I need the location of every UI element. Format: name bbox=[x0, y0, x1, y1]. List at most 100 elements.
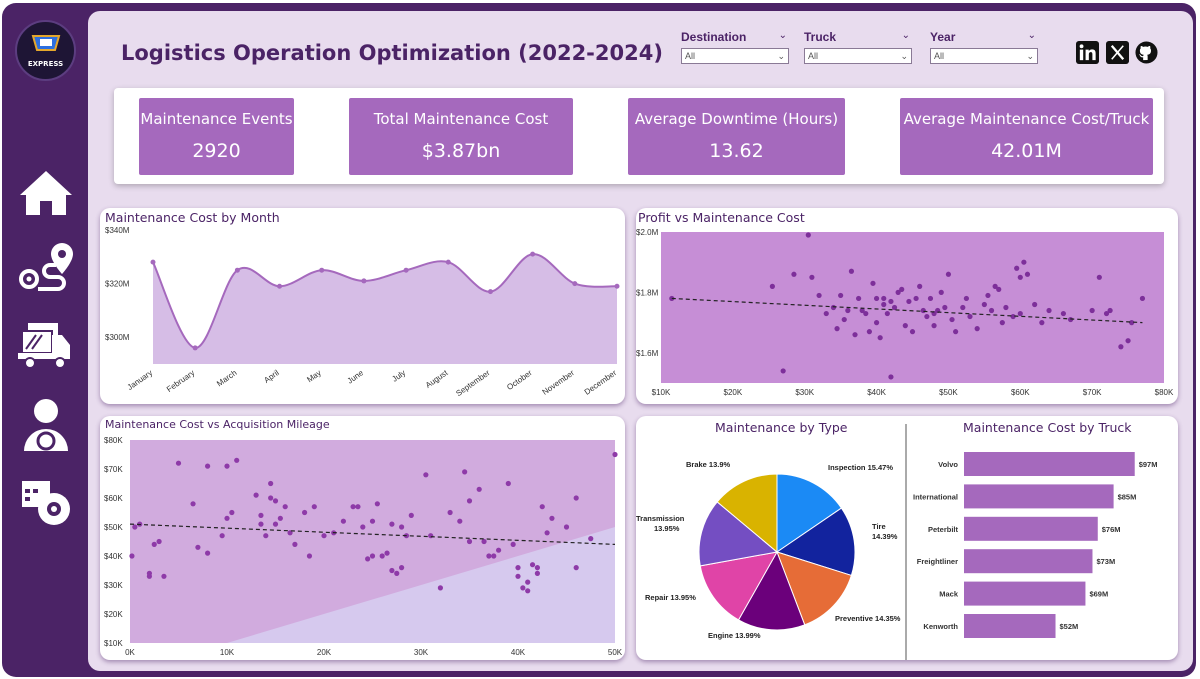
data-point bbox=[520, 585, 526, 591]
data-point bbox=[913, 295, 919, 302]
data-point bbox=[132, 524, 138, 530]
kpi-strip: Maintenance Events 2920 Total Maintenanc… bbox=[114, 88, 1164, 184]
data-point bbox=[175, 460, 182, 466]
linkedin-icon[interactable] bbox=[1076, 41, 1099, 64]
maintenance-cost-by-month-chart[interactable]: $340M $320M $300M January February March April… bbox=[100, 208, 625, 404]
data-point bbox=[268, 495, 274, 501]
x-tick-label: 20K bbox=[317, 648, 332, 657]
chevron-down-icon[interactable]: ⌄ bbox=[778, 30, 787, 41]
data-point bbox=[963, 295, 969, 302]
driver-icon[interactable] bbox=[16, 395, 76, 455]
x-icon[interactable] bbox=[1106, 41, 1129, 64]
slice-label: Tire 14.39% bbox=[872, 522, 898, 541]
home-icon[interactable] bbox=[16, 165, 76, 225]
data-point bbox=[859, 307, 865, 314]
page-title: Logistics Operation Optimization (2022-2… bbox=[121, 41, 663, 65]
bar bbox=[964, 516, 1098, 541]
bar-value-label: $69M bbox=[1089, 590, 1108, 599]
y-tick-label: $1.6M bbox=[636, 349, 659, 358]
filter-select[interactable]: All ⌄ bbox=[930, 48, 1038, 64]
data-point bbox=[408, 512, 414, 518]
x-tick-label: January bbox=[126, 368, 154, 392]
data-point bbox=[841, 316, 847, 323]
data-point bbox=[272, 498, 279, 504]
x-tick-label: August bbox=[424, 368, 450, 390]
filter-truck[interactable]: Truck ⌄ All ⌄ bbox=[804, 30, 912, 64]
trucks-icon[interactable] bbox=[16, 317, 76, 377]
filter-select[interactable]: All ⌄ bbox=[804, 48, 912, 64]
data-point bbox=[272, 521, 279, 527]
route-icon[interactable] bbox=[16, 239, 76, 299]
data-point bbox=[891, 304, 898, 311]
type-and-truck-charts[interactable]: Inspection 15.47% Tire 14.39% Preventive 14… bbox=[636, 416, 1178, 660]
data-point bbox=[877, 335, 883, 341]
data-point bbox=[856, 295, 862, 302]
data-point bbox=[1032, 301, 1038, 308]
filter-value: All bbox=[685, 51, 696, 61]
chevron-down-icon[interactable]: ⌄ bbox=[901, 30, 910, 41]
slice-label: Repair 13.95% bbox=[645, 593, 696, 602]
chart-title: Maintenance Cost vs Acquisition Mileage bbox=[105, 418, 330, 431]
schedule-gear-icon[interactable] bbox=[16, 473, 76, 533]
x-tick-label: September bbox=[454, 368, 491, 398]
profit-vs-maintenance-chart[interactable]: $2.0M $1.8M $1.6M $10K $20K $30K $40K $50K $60K $… bbox=[636, 208, 1178, 404]
github-icon[interactable] bbox=[1135, 41, 1158, 64]
data-point bbox=[870, 280, 876, 286]
data-point bbox=[361, 278, 367, 284]
bar bbox=[964, 484, 1114, 509]
data-point bbox=[669, 295, 675, 302]
data-point bbox=[938, 289, 944, 295]
data-point bbox=[515, 565, 521, 571]
sidebar: EXPRESS bbox=[2, 3, 88, 677]
bar-category-label: Peterbilt bbox=[928, 525, 959, 534]
x-tick-label: $60K bbox=[1011, 388, 1030, 397]
pie-slice bbox=[775, 507, 856, 577]
chevron-down-icon: ⌄ bbox=[777, 51, 785, 61]
x-tick-label: February bbox=[165, 368, 196, 394]
filter-destination[interactable]: Destination ⌄ All ⌄ bbox=[681, 30, 789, 64]
data-point bbox=[1060, 310, 1066, 317]
data-point bbox=[572, 281, 578, 287]
data-point bbox=[996, 286, 1002, 292]
kpi-label: Average Downtime (Hours) bbox=[634, 110, 839, 128]
data-point bbox=[311, 504, 317, 510]
data-point bbox=[888, 374, 894, 380]
data-point bbox=[612, 451, 618, 458]
data-point bbox=[1125, 338, 1131, 344]
data-point bbox=[534, 570, 540, 576]
data-point bbox=[340, 518, 346, 524]
data-point bbox=[1039, 320, 1045, 326]
bar-value-label: $97M bbox=[1139, 460, 1158, 469]
chevron-down-icon[interactable]: ⌄ bbox=[1027, 30, 1036, 41]
data-point bbox=[481, 538, 487, 545]
data-point bbox=[549, 515, 555, 521]
data-point bbox=[838, 292, 844, 299]
data-point bbox=[563, 524, 570, 530]
truck-logo-icon bbox=[31, 35, 61, 51]
y-tick-label: $30K bbox=[104, 581, 123, 590]
data-point bbox=[899, 286, 905, 292]
chevron-down-icon: ⌄ bbox=[1026, 51, 1034, 61]
y-tick-label: $50K bbox=[104, 523, 123, 532]
data-point bbox=[884, 310, 890, 317]
kpi-value: 42.01M bbox=[991, 140, 1062, 162]
data-point bbox=[988, 307, 995, 314]
data-point bbox=[306, 553, 313, 559]
panel-cost-vs-mileage: Maintenance Cost vs Acquisition Mileage … bbox=[100, 416, 625, 660]
express-logo[interactable]: EXPRESS bbox=[15, 20, 76, 81]
data-point bbox=[525, 588, 531, 594]
data-point bbox=[1046, 307, 1052, 314]
x-tick-label: $30K bbox=[795, 388, 814, 397]
data-point bbox=[1024, 271, 1031, 277]
filter-value: All bbox=[808, 51, 819, 61]
x-tick-label: 10K bbox=[220, 648, 235, 657]
pie-slice bbox=[716, 473, 778, 554]
filter-year[interactable]: Year ⌄ All ⌄ bbox=[930, 30, 1038, 64]
bar-category-label: Volvo bbox=[938, 460, 958, 469]
filter-select[interactable]: All ⌄ bbox=[681, 48, 789, 64]
panel-cost-by-month: Maintenance Cost by Month $340M $320M $300… bbox=[100, 208, 625, 404]
data-point bbox=[192, 345, 198, 351]
bar-category-label: Freightliner bbox=[917, 557, 958, 566]
pie-slice bbox=[776, 551, 853, 626]
